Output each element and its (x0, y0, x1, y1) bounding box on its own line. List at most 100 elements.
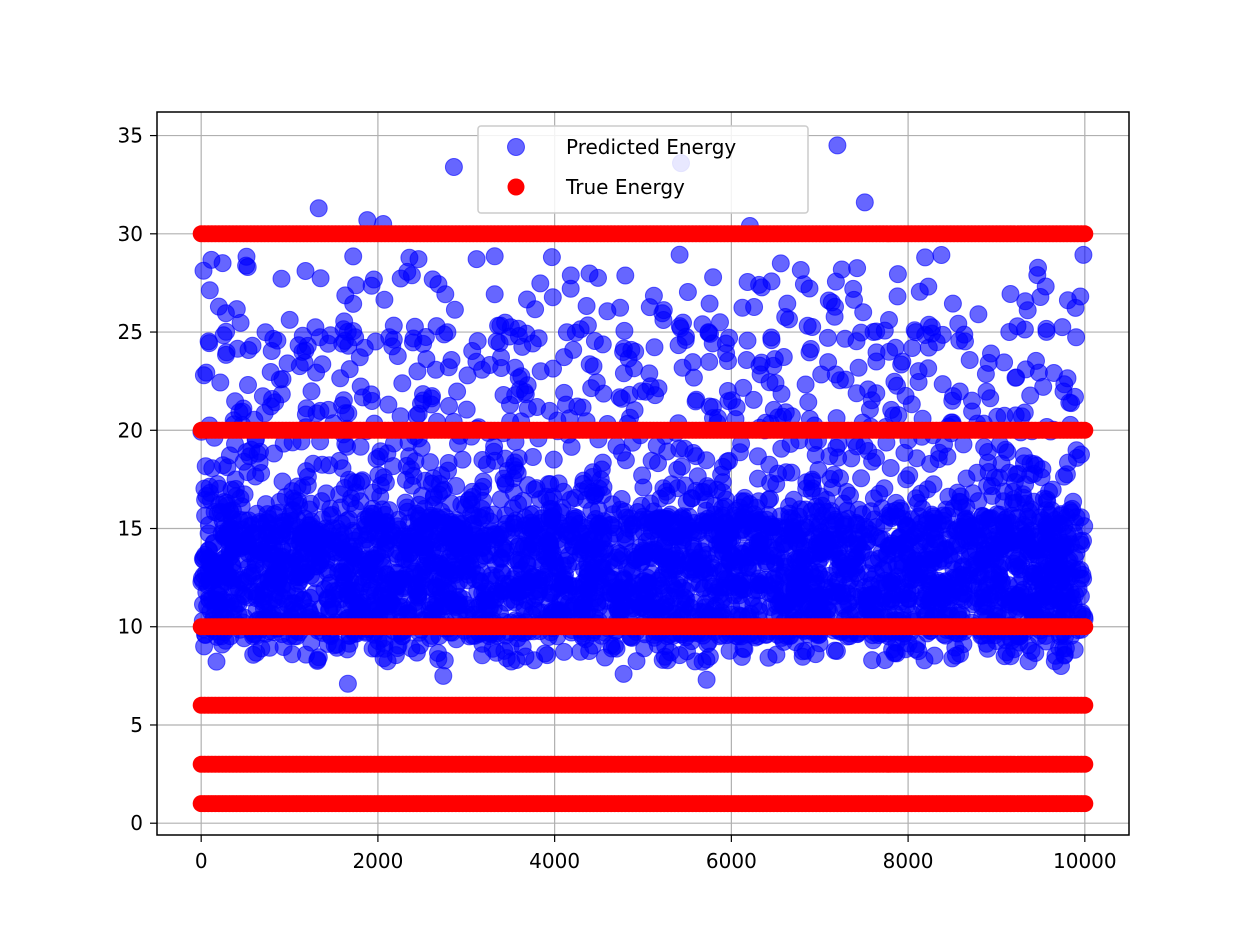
predicted-energy-point (611, 298, 630, 317)
predicted-energy-point (485, 451, 504, 470)
predicted-energy-point (639, 574, 658, 593)
predicted-energy-point (432, 466, 451, 485)
predicted-energy-point (810, 566, 829, 585)
predicted-energy-point (239, 376, 257, 394)
predicted-energy-point (542, 248, 561, 267)
predicted-energy-point (666, 546, 685, 565)
predicted-energy-point (293, 478, 312, 497)
predicted-energy-point (1007, 465, 1026, 484)
predicted-energy-point (925, 588, 944, 607)
predicted-energy-point (1001, 647, 1020, 666)
predicted-energy-point (1015, 596, 1034, 615)
predicted-energy-point (544, 450, 563, 469)
predicted-energy-point (611, 578, 630, 597)
predicted-energy-point (1044, 364, 1063, 382)
predicted-energy-point (642, 451, 661, 470)
predicted-energy-point (302, 633, 321, 652)
predicted-energy-point (531, 362, 550, 381)
predicted-energy-point (1000, 323, 1019, 341)
predicted-energy-point (278, 354, 297, 373)
predicted-energy-point (700, 352, 719, 371)
predicted-energy-point (640, 298, 659, 317)
predicted-energy-point (797, 473, 816, 492)
predicted-energy-point (774, 632, 793, 651)
predicted-energy-point (340, 360, 359, 379)
predicted-energy-point (584, 357, 603, 376)
predicted-energy-point (596, 648, 614, 667)
predicted-energy-point (726, 566, 745, 585)
predicted-energy-point (226, 470, 245, 489)
predicted-energy-point (979, 463, 998, 481)
predicted-energy-point (886, 338, 905, 357)
predicted-energy-point (1074, 569, 1093, 588)
predicted-energy-point (855, 436, 874, 455)
predicted-energy-point (889, 556, 908, 575)
predicted-energy-point (376, 540, 395, 559)
predicted-energy-point (338, 640, 357, 659)
predicted-energy-point (306, 318, 325, 337)
predicted-energy-point (626, 342, 645, 361)
predicted-energy-point (842, 449, 861, 468)
predicted-energy-point (585, 332, 604, 350)
predicted-energy-point (615, 502, 634, 521)
predicted-energy-point (640, 364, 659, 383)
predicted-energy-point (713, 473, 732, 492)
predicted-energy-point (458, 366, 477, 385)
predicted-energy-point (1015, 320, 1034, 339)
predicted-energy-point (949, 314, 968, 333)
predicted-energy-point (757, 547, 776, 566)
predicted-energy-point (1024, 564, 1043, 583)
predicted-energy-point (1037, 319, 1056, 338)
predicted-energy-point (502, 652, 521, 671)
predicted-energy-point (979, 353, 998, 372)
predicted-energy-point (400, 554, 419, 573)
predicted-energy-point (272, 566, 291, 585)
predicted-energy-point (462, 505, 481, 524)
predicted-energy-point (378, 444, 397, 463)
predicted-energy-point (1004, 490, 1023, 509)
predicted-energy-point (485, 247, 504, 266)
predicted-energy-point (457, 400, 476, 419)
predicted-energy-point (1001, 285, 1020, 303)
predicted-energy-point (311, 269, 330, 288)
predicted-energy-point (388, 570, 407, 589)
predicted-energy-point (468, 332, 487, 351)
predicted-energy-point (242, 440, 261, 459)
predicted-energy-point (379, 395, 398, 414)
predicted-energy-point (732, 544, 751, 563)
predicted-energy-point (875, 479, 894, 498)
predicted-energy-point (384, 330, 403, 349)
predicted-energy-point (567, 599, 586, 618)
predicted-energy-point (752, 353, 771, 372)
predicted-energy-point (888, 287, 907, 306)
predicted-energy-point (735, 640, 754, 659)
predicted-energy-point (394, 597, 412, 616)
predicted-energy-point (678, 283, 697, 301)
predicted-energy-point (819, 291, 838, 310)
predicted-energy-point (1021, 386, 1040, 405)
predicted-energy-point (720, 328, 739, 347)
predicted-energy-point (248, 586, 267, 605)
predicted-energy-point (535, 568, 554, 586)
predicted-energy-point (683, 353, 702, 372)
predicted-energy-point (363, 392, 381, 410)
predicted-energy-point (442, 351, 461, 369)
predicted-energy-point (489, 316, 508, 335)
predicted-energy-point (445, 557, 464, 576)
predicted-energy-point (648, 545, 666, 563)
predicted-energy-point (919, 359, 938, 378)
predicted-energy-point (969, 492, 988, 511)
predicted-energy-point (848, 259, 867, 278)
predicted-energy-point (274, 589, 293, 608)
predicted-energy-point (590, 545, 609, 564)
predicted-energy-point (796, 375, 815, 394)
predicted-energy-point (216, 304, 235, 323)
predicted-energy-point (828, 560, 847, 579)
predicted-energy-point (345, 531, 364, 550)
predicted-energy-point (373, 500, 392, 519)
true-energy-point (1076, 795, 1094, 813)
predicted-energy-point (580, 642, 599, 660)
predicted-energy-point (338, 674, 357, 693)
predicted-energy-point (1019, 502, 1038, 521)
predicted-energy-point (733, 298, 752, 317)
